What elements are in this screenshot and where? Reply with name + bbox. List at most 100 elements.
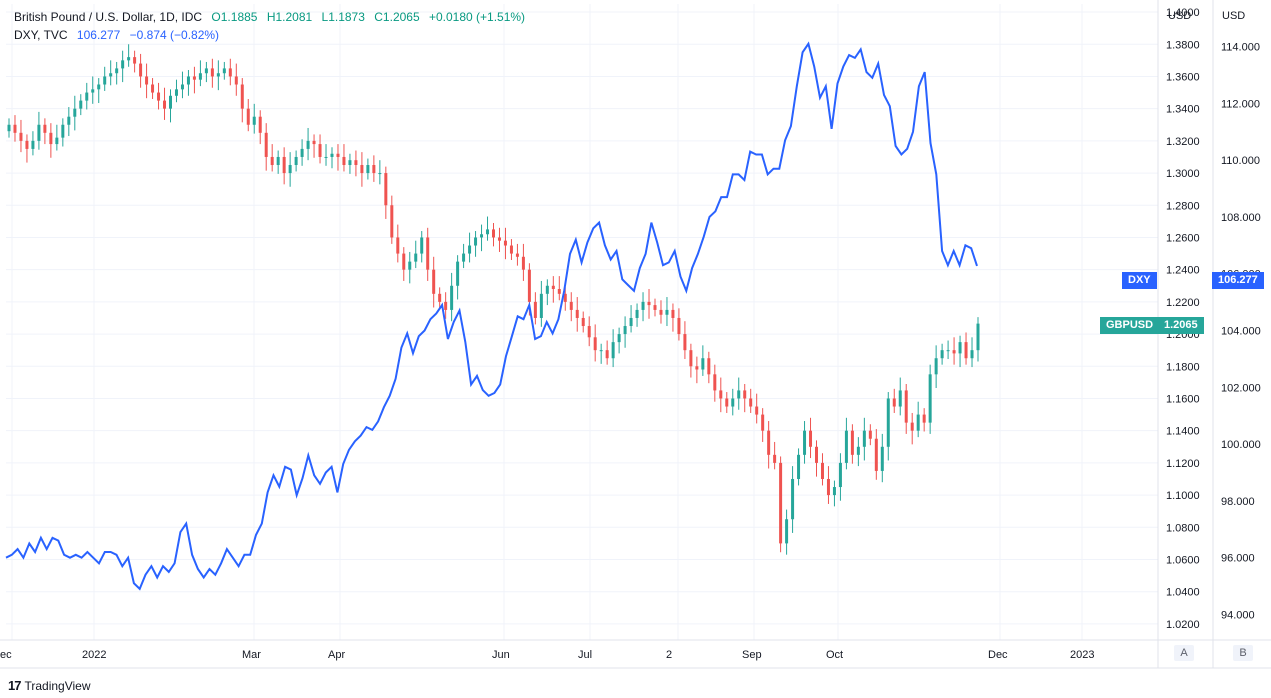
candle-body xyxy=(587,326,591,338)
candle-body xyxy=(115,68,119,74)
candle-body xyxy=(497,237,501,241)
dxy-line xyxy=(5,41,978,591)
left-tick-label: 1.2800 xyxy=(1166,200,1200,212)
candle-body xyxy=(940,350,944,359)
candle-body xyxy=(198,73,202,80)
gbpusd-price-axis[interactable]: 1.4000 1.3800 1.3600 1.3400 1.3200 1.3000 1.28… xyxy=(1166,7,1200,631)
candle-body xyxy=(707,358,711,375)
gbpusd-price-tag: 1.2065 xyxy=(1158,317,1204,334)
candle-body xyxy=(378,173,382,175)
candle-body xyxy=(946,350,950,352)
grid xyxy=(6,4,1158,640)
left-tick-label: 1.3000 xyxy=(1166,168,1200,180)
candle-body xyxy=(67,116,71,125)
right-tick-label: 100.000 xyxy=(1221,439,1261,451)
x-tick-label: ec xyxy=(0,649,12,661)
candle-body xyxy=(683,334,687,351)
candle-body xyxy=(151,84,155,93)
candle-body xyxy=(486,229,490,235)
candle-body xyxy=(886,398,890,447)
candle-body xyxy=(252,116,256,125)
x-tick-label: 2022 xyxy=(82,649,106,661)
candle-body xyxy=(677,317,681,335)
dxy-name-tag: DXY xyxy=(1122,272,1157,289)
candle-body xyxy=(910,422,914,431)
x-tick-label: Sep xyxy=(742,649,762,661)
candle-body xyxy=(803,430,807,455)
candle-body xyxy=(324,156,328,158)
left-tick-label: 1.4000 xyxy=(1166,7,1200,19)
left-tick-label: 1.1400 xyxy=(1166,426,1200,438)
candle-body xyxy=(719,390,723,399)
candle-body xyxy=(820,462,824,479)
candle-body xyxy=(186,76,190,85)
candle-body xyxy=(862,430,866,447)
candle-body xyxy=(623,326,627,335)
candle-body xyxy=(551,285,555,289)
candle-body xyxy=(557,288,561,294)
left-axis-unit: USD xyxy=(1168,10,1192,22)
candle-body xyxy=(402,253,406,270)
candle-body xyxy=(713,374,717,391)
candle-body xyxy=(210,68,214,77)
candle-body xyxy=(288,165,292,174)
b-scale-button[interactable]: B xyxy=(1233,645,1253,661)
candle-body xyxy=(892,398,896,407)
overlay-series-legend[interactable]: DXY, TVC 106.277 −0.874 (−0.82%) xyxy=(14,28,225,42)
candle-body xyxy=(79,100,83,109)
tradingview-logo-icon: 17 xyxy=(8,678,22,693)
x-axis: ec 2022 Mar Apr Jun Jul 2 Sep Oct Dec 2023 xyxy=(0,649,1094,661)
candle-body xyxy=(653,305,657,310)
candle-body xyxy=(169,95,172,109)
candle-body xyxy=(767,430,771,455)
candle-body xyxy=(133,57,137,64)
candle-body xyxy=(791,478,795,520)
candle-body xyxy=(647,301,651,306)
candle-body xyxy=(695,366,699,370)
left-tick-label: 1.0400 xyxy=(1166,587,1200,599)
left-tick-label: 1.3800 xyxy=(1166,39,1200,51)
candle-body xyxy=(527,269,531,302)
tradingview-branding[interactable]: 17 TradingView xyxy=(8,678,91,693)
right-tick-label: 102.000 xyxy=(1221,382,1261,394)
candle-body xyxy=(815,446,818,463)
candle-body xyxy=(773,454,777,463)
candle-body xyxy=(294,156,298,166)
candle-body xyxy=(109,73,113,77)
candle-body xyxy=(234,76,238,85)
candle-body xyxy=(474,237,478,246)
right-tick-label: 104.000 xyxy=(1221,326,1261,338)
high-value: H1.2081 xyxy=(266,10,313,24)
candle-body xyxy=(336,153,340,157)
left-tick-label: 1.2600 xyxy=(1166,232,1200,244)
left-tick-label: 1.3400 xyxy=(1166,104,1200,116)
candle-body xyxy=(282,156,286,174)
candle-body xyxy=(976,323,980,351)
candle-body xyxy=(270,156,274,166)
candle-body xyxy=(354,160,358,166)
right-tick-label: 108.000 xyxy=(1221,212,1261,224)
candle-body xyxy=(844,430,848,463)
candle-body xyxy=(222,68,226,74)
left-tick-label: 1.0200 xyxy=(1166,619,1200,631)
candle-body xyxy=(318,144,322,157)
candle-body xyxy=(49,132,53,145)
dxy-price-axis[interactable]: 114.000112.000110.000108.000106.000104.0… xyxy=(1221,42,1261,622)
candle-body xyxy=(306,140,310,149)
candle-body xyxy=(7,124,11,132)
candle-body xyxy=(456,261,460,286)
main-symbol: British Pound / U.S. Dollar, 1D, IDC xyxy=(14,10,203,24)
candle-body xyxy=(31,140,35,149)
candle-body xyxy=(492,229,495,238)
candle-body xyxy=(342,156,346,166)
gbpusd-name-tag: GBPUSD xyxy=(1100,317,1160,334)
candle-body xyxy=(689,350,693,367)
candle-body xyxy=(785,519,789,544)
main-series-legend[interactable]: British Pound / U.S. Dollar, 1D, IDC O1.… xyxy=(14,10,531,24)
candle-body xyxy=(157,92,161,101)
left-tick-label: 1.3600 xyxy=(1166,71,1200,83)
auto-scale-button[interactable]: A xyxy=(1174,645,1194,661)
candle-body xyxy=(300,148,304,157)
open-value: O1.1885 xyxy=(211,10,258,24)
